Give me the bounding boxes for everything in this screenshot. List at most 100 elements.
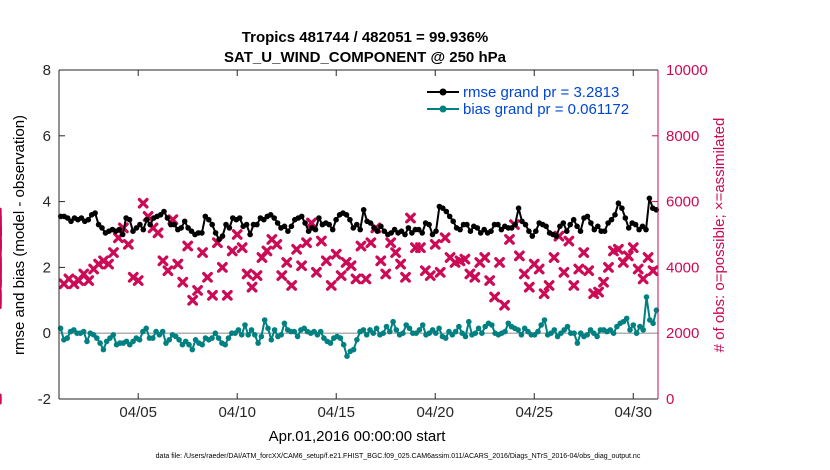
obs-marker-stroke (558, 266, 570, 278)
bias-point (442, 335, 449, 341)
bias-point (400, 330, 406, 337)
x-tick-label: 04/05 (119, 404, 157, 421)
obs-marker (315, 235, 327, 247)
obs-marker (246, 281, 258, 293)
bias-point (278, 332, 285, 338)
obs-marker (360, 273, 372, 285)
y-tick-label: 8 (43, 62, 51, 79)
bias-point (94, 335, 100, 341)
obs-marker-stroke (251, 270, 263, 282)
obs-marker (261, 245, 273, 257)
obs-marker (296, 260, 307, 272)
rmse-point (147, 221, 153, 228)
y-tick-label: 0 (43, 325, 51, 342)
bias-point (370, 330, 377, 337)
obs-marker-stroke (573, 263, 585, 275)
rmse-point (285, 228, 291, 234)
rmse-point (333, 216, 339, 223)
obs-marker (197, 247, 208, 258)
rmse-point (326, 221, 333, 228)
obs-marker-stroke (444, 252, 456, 263)
obs-marker-stroke (360, 273, 372, 285)
obs-marker-stroke (311, 266, 322, 278)
obs-marker-stroke (296, 260, 307, 272)
bias-point (268, 337, 275, 343)
bias-point (110, 332, 117, 338)
obs-marker (499, 299, 510, 311)
bias-point (100, 346, 107, 353)
obs-marker-stroke (414, 242, 426, 254)
x-tick-label: 04/25 (515, 404, 553, 421)
obs-marker (365, 237, 377, 249)
rmse-point (543, 223, 549, 230)
bias-point (416, 327, 423, 333)
bias-point (502, 328, 508, 335)
bias-point (479, 330, 485, 337)
obs-marker-stroke (108, 247, 119, 258)
obs-marker-stroke (261, 245, 273, 257)
obs-marker-stroke (271, 238, 283, 250)
bias-point (294, 333, 301, 340)
bias-point (344, 353, 350, 360)
bias-point (390, 318, 396, 325)
obs-marker (513, 250, 525, 262)
rmse-point (398, 228, 405, 234)
bias-point (136, 337, 143, 343)
bias-point (97, 340, 103, 346)
obs-marker-stroke (132, 275, 144, 286)
bias-point (255, 340, 261, 346)
bias-point (212, 330, 219, 337)
obs-marker (152, 227, 164, 239)
rmse-point (92, 210, 98, 216)
x-tick-label: 04/20 (416, 404, 454, 421)
bias-point (610, 330, 617, 337)
obs-marker-stroke (603, 262, 614, 273)
rmse-point (144, 216, 150, 223)
obs-marker-stroke (63, 273, 75, 285)
obs-marker (216, 262, 228, 273)
rmse-point (553, 233, 560, 239)
x-axis-label: Apr.01,2016 00:00:00 start (269, 428, 447, 445)
obs-marker (325, 280, 337, 291)
bias-point (535, 328, 541, 335)
y-tick-label: 2 (43, 259, 51, 276)
rmse-point (405, 225, 412, 231)
obs-marker (642, 252, 654, 263)
bias-point (650, 320, 656, 327)
obs-marker-stroke (598, 276, 609, 288)
obs-marker (182, 240, 194, 252)
rmse-point (219, 233, 226, 239)
chart-title-line2: SAT_U_WIND_COMPONENT @ 250 hPa (224, 49, 507, 66)
rmse-point (199, 230, 205, 236)
rmse-point (577, 228, 584, 234)
obs-marker (276, 270, 288, 282)
obs-marker-stroke (548, 252, 560, 263)
obs-marker-stroke (568, 280, 580, 291)
obs-marker-stroke (216, 262, 228, 273)
obs-marker-stroke (637, 273, 649, 285)
bias-point (436, 325, 442, 332)
rmse-point (588, 220, 594, 226)
obs-marker-stroke (276, 270, 288, 282)
bias-point (380, 330, 387, 337)
bias-point (564, 323, 571, 330)
bias-point (281, 320, 288, 327)
obs-marker-stroke (207, 289, 218, 301)
obs-marker-stroke (395, 258, 406, 270)
obs-marker-stroke (400, 271, 411, 283)
bias-point (466, 318, 472, 325)
obs-marker (157, 255, 169, 267)
obs-marker (335, 270, 347, 282)
obs-marker-stroke (439, 232, 451, 244)
bias-point (574, 340, 581, 346)
rmse-point (619, 205, 625, 211)
obs-marker-stroke (306, 217, 317, 229)
bias-point (209, 335, 215, 341)
obs-marker-stroke (479, 252, 491, 263)
obs-marker (395, 258, 406, 270)
obs-marker (469, 271, 481, 283)
rmse-point (119, 231, 126, 238)
legend-bias: bias grand pr = 0.061172 (463, 101, 629, 118)
rmse-point (350, 225, 357, 231)
